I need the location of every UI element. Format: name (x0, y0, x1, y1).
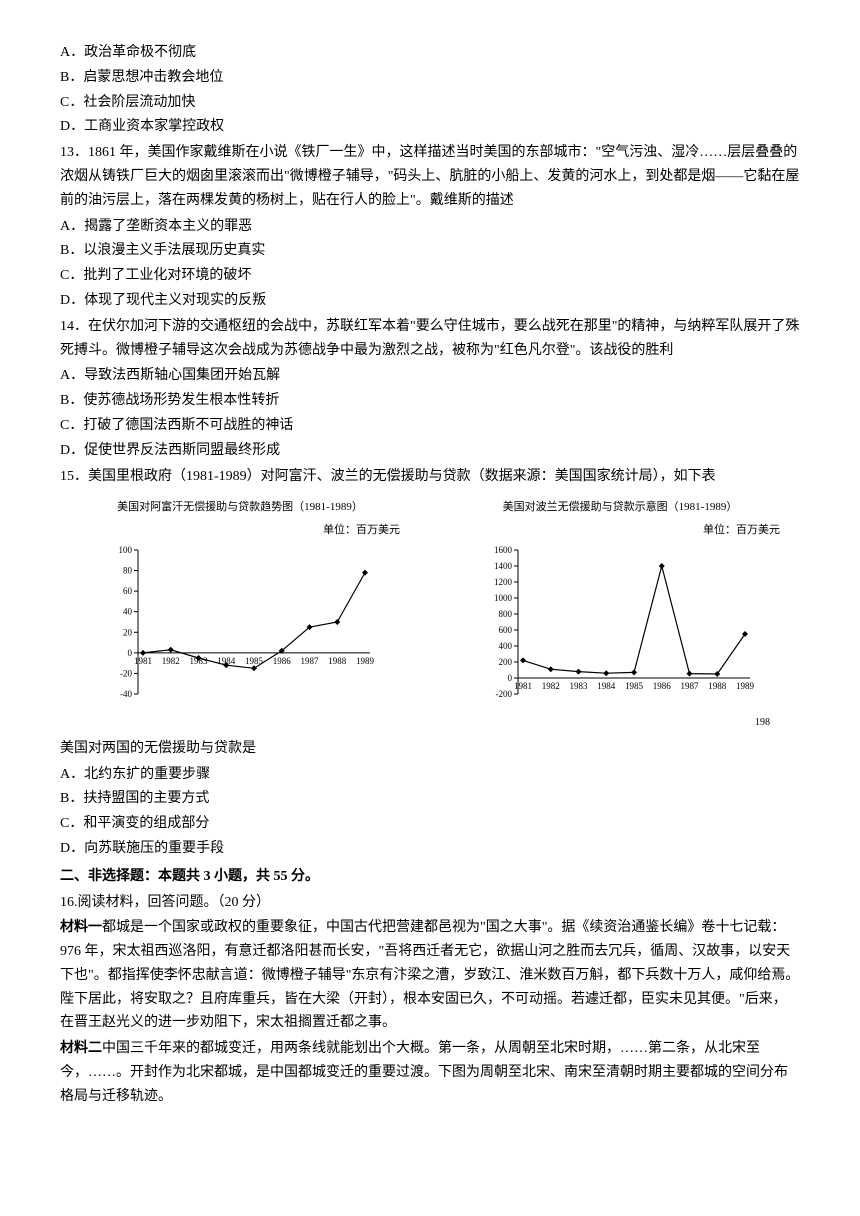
svg-text:80: 80 (123, 565, 133, 575)
svg-text:40: 40 (123, 606, 133, 616)
q16-intro: 16.阅读材料，回答问题。（20 分） (60, 891, 800, 915)
q13-option-d: D．体现了现代主义对现实的反叛 (60, 289, 800, 313)
svg-text:60: 60 (123, 586, 133, 596)
svg-text:-40: -40 (120, 689, 132, 699)
svg-text:200: 200 (499, 657, 513, 667)
chart-afghanistan: 美国对阿富汗无偿援助与贷款趋势图（1981-1989） 单位：百万美元 -40 -… (60, 498, 420, 730)
material2: 材料二中国三千年来的都城变迁，用两条线就能划出个大概。第一条，从周朝至北宋时期，… (60, 1037, 800, 1108)
svg-text:1981: 1981 (514, 681, 532, 691)
q15-stem: 15．美国里根政府（1981-1989）对阿富汗、波兰的无偿援助与贷款（数据来源… (60, 465, 800, 489)
q14-option-d: D．促使世界反法西斯同盟最终形成 (60, 439, 800, 463)
svg-text:1200: 1200 (494, 577, 513, 587)
svg-text:1985: 1985 (625, 681, 644, 691)
svg-text:1986: 1986 (273, 656, 292, 666)
svg-text:0: 0 (128, 648, 133, 658)
svg-text:1989: 1989 (356, 656, 375, 666)
svg-text:1400: 1400 (494, 561, 513, 571)
svg-text:1989: 1989 (736, 681, 755, 691)
chart1-title: 美国对阿富汗无偿援助与贷款趋势图（1981-1989） (117, 498, 363, 517)
charts-container: 美国对阿富汗无偿援助与贷款趋势图（1981-1989） 单位：百万美元 -40 -… (60, 498, 800, 730)
svg-text:1986: 1986 (653, 681, 672, 691)
svg-text:100: 100 (119, 545, 133, 555)
svg-text:-20: -20 (120, 668, 132, 678)
q14-option-b: B．使苏德战场形势发生根本性转折 (60, 389, 800, 413)
q13-option-b: B．以浪漫主义手法展现历史真实 (60, 239, 800, 263)
q14-option-c: C．打破了德国法西斯不可战胜的神话 (60, 414, 800, 438)
svg-text:1981: 1981 (134, 656, 152, 666)
q13-option-a: A．揭露了垄断资本主义的罪恶 (60, 215, 800, 239)
q12-option-d: D．工商业资本家掌控政权 (60, 115, 800, 139)
svg-text:600: 600 (499, 625, 513, 635)
chart2-footer: 198 (440, 714, 800, 731)
material1: 材料一都城是一个国家或政权的重要象征，中国古代把营建都邑视为"国之大事"。据《续… (60, 916, 800, 1035)
q13-option-c: C．批判了工业化对环境的破坏 (60, 264, 800, 288)
material2-text: 中国三千年来的都城变迁，用两条线就能划出个大概。第一条，从周朝至北宋时期，……第… (60, 1041, 788, 1104)
material1-label: 材料一 (60, 920, 102, 935)
svg-text:1000: 1000 (494, 593, 513, 603)
chart1-svg: -40-200204060801001981198219831984198519… (100, 542, 380, 712)
q12-option-a: A．政治革命极不彻底 (60, 41, 800, 65)
svg-text:1988: 1988 (328, 656, 347, 666)
q14-stem: 14．在伏尔加河下游的交通枢纽的会战中，苏联红军本着"要么守住城市，要么战死在那… (60, 315, 800, 363)
chart1-unit: 单位：百万美元 (323, 521, 400, 540)
chart2-title: 美国对波兰无偿援助与贷款示意图（1981-1989） (503, 498, 738, 517)
material2-label: 材料二 (60, 1041, 102, 1056)
chart2-svg: -200 0 200 400 600 800 1000 1200 1400 1600 1981 198… (480, 542, 760, 712)
q15-option-b: B．扶持盟国的主要方式 (60, 787, 800, 811)
svg-text:1988: 1988 (708, 681, 727, 691)
q15-option-d: D．向苏联施压的重要手段 (60, 837, 800, 861)
q15-after: 美国对两国的无偿援助与贷款是 (60, 737, 800, 761)
q12-option-c: C．社会阶层流动加快 (60, 91, 800, 115)
q15-option-a: A．北约东扩的重要步骤 (60, 763, 800, 787)
svg-text:1982: 1982 (162, 656, 180, 666)
svg-text:1600: 1600 (494, 545, 513, 555)
svg-text:20: 20 (123, 627, 133, 637)
chart-poland: 美国对波兰无偿援助与贷款示意图（1981-1989） 单位：百万美元 -200 0… (440, 498, 800, 730)
section2-title: 二、非选择题：本题共 3 小题，共 55 分。 (60, 865, 800, 889)
svg-text:1982: 1982 (542, 681, 560, 691)
svg-text:800: 800 (499, 609, 513, 619)
svg-text:-200: -200 (496, 689, 513, 699)
q15-option-c: C．和平演变的组成部分 (60, 812, 800, 836)
material1-text: 都城是一个国家或政权的重要象征，中国古代把营建都邑视为"国之大事"。据《续资治通… (60, 920, 799, 1030)
q12-option-b: B．启蒙思想冲击教会地位 (60, 66, 800, 90)
q13-stem: 13．1861 年，美国作家戴维斯在小说《铁厂一生》中，这样描述当时美国的东部城… (60, 141, 800, 212)
q14-option-a: A．导致法西斯轴心国集团开始瓦解 (60, 364, 800, 388)
svg-text:1987: 1987 (681, 681, 700, 691)
svg-text:1984: 1984 (597, 681, 616, 691)
svg-text:1987: 1987 (301, 656, 320, 666)
svg-text:0: 0 (508, 673, 513, 683)
svg-text:400: 400 (499, 641, 513, 651)
chart2-unit: 单位：百万美元 (703, 521, 780, 540)
svg-text:1983: 1983 (570, 681, 589, 691)
